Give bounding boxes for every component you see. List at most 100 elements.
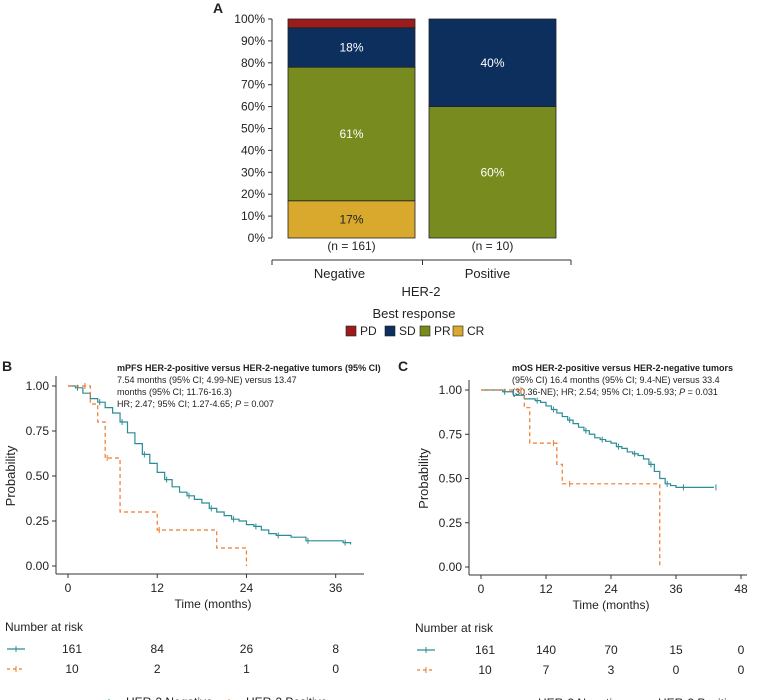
bar-data-label: 60%: [480, 165, 504, 179]
legend-swatch-pd: [345, 325, 357, 337]
km-annotation-line: (30.36-NE); HR; 2.54; 95% CI; 1.09-5.93;…: [512, 387, 718, 397]
risk-count: 10: [478, 663, 492, 677]
bar-data-label: 40%: [480, 56, 504, 70]
risk-count: 84: [151, 642, 165, 656]
panel-a-legend-title: Best response: [372, 306, 455, 321]
y-tick-label: 1.00: [439, 383, 463, 397]
y-tick-label: 100%: [234, 12, 265, 26]
y-tick-label: 0.50: [439, 472, 463, 486]
x-axis-title: Time (months): [175, 597, 252, 611]
panel-c-letter: C: [398, 358, 408, 374]
risk-table-title: Number at risk: [415, 621, 494, 635]
x-axis-title: Time (months): [573, 598, 650, 612]
km-curve-her2-positive: [68, 385, 248, 566]
y-axis-title: Probability: [3, 445, 18, 506]
bar-segment-sd-positive: [428, 18, 557, 107]
risk-count: 7: [543, 663, 550, 677]
panel-c-plot: 0.00 0.25 0.50 0.75 1.00 0 12 24 36 48 Time (month…: [415, 363, 748, 700]
panel-a-bars: 17% 61% 18% (n = 161) 60% 40% (n = 10): [287, 18, 557, 253]
risk-count: 70: [604, 643, 618, 657]
risk-count: 10: [65, 662, 79, 676]
risk-count: 3: [608, 663, 615, 677]
bar-data-label: 17%: [339, 212, 363, 226]
y-tick-label: 0.75: [439, 427, 463, 441]
y-tick-label: 80%: [241, 56, 265, 70]
y-tick-label: 0%: [248, 231, 266, 245]
x-tick-label: 48: [734, 582, 748, 596]
km-curve-her2-negative: [68, 385, 352, 545]
y-tick-label: 0.00: [26, 559, 50, 573]
bar-n-label: (n = 161): [327, 239, 375, 253]
risk-count: 0: [673, 663, 680, 677]
panel-b-letter: B: [2, 358, 12, 374]
x-tick-label: 24: [604, 582, 618, 596]
legend-swatch-pr: [419, 325, 431, 337]
panel-a-y-axis: 0% 10% 20% 30% 40% 50% 60% 70% 80% 90% 100%: [234, 12, 273, 245]
bar-segment-pd-negative: [287, 18, 416, 29]
bar-n-label: (n = 10): [472, 239, 514, 253]
x-tick-label: 12: [539, 582, 553, 596]
legend-label-pd: PD: [360, 324, 377, 338]
bar-segment-cr-negative: [287, 200, 416, 239]
y-tick-label: 60%: [241, 100, 265, 114]
bar-segment-pr-negative: [287, 66, 416, 202]
legend-swatch-sd: [384, 325, 396, 337]
x-tick-label: 36: [669, 582, 683, 596]
risk-count: 15: [669, 643, 683, 657]
y-tick-label: 0.50: [26, 469, 50, 483]
panel-a-x-axis: Negative Positive: [271, 259, 572, 281]
y-tick-label: 0.25: [26, 514, 50, 528]
legend-label: HER-2 Positive: [246, 695, 328, 700]
legend-label: HER-2 Positive: [658, 696, 740, 700]
km-annotation-line: 7.54 months (95% CI; 4.99-NE) versus 13.…: [117, 375, 297, 385]
legend-label-cr: CR: [467, 324, 485, 338]
km-title: mPFS HER-2-positive versus HER-2-negativ…: [117, 363, 381, 373]
x-tick-label: 24: [240, 581, 254, 595]
panel-a-stacked-bar-chart: A 0% 10% 20% 30% 40% 50% 60% 70% 80% 90% 100% 17% 6…: [213, 0, 572, 338]
y-tick-label: 0.00: [439, 560, 463, 574]
x-tick-label: 0: [65, 581, 72, 595]
km-annotation-line: months (95% CI; 11.76-16.3): [117, 387, 232, 397]
x-tick-label: 12: [151, 581, 165, 595]
risk-count: 161: [475, 643, 495, 657]
km-title: mOS HER-2-positive versus HER-2-negative…: [512, 363, 733, 373]
panel-a-x-axis-title: HER-2: [401, 284, 440, 299]
km-annotation-line: (95% CI) 16.4 months (95% CI; 9.4-NE) ve…: [512, 375, 720, 385]
x-category-label: Positive: [465, 266, 511, 281]
risk-count: 8: [332, 642, 339, 656]
x-tick-label: 36: [329, 581, 343, 595]
panel-c-kaplan-meier-os: C 0.00 0.25 0.50 0.75 1.00 0 12 24 36 48 Time (mon…: [398, 358, 748, 700]
y-tick-label: 0.25: [439, 516, 463, 530]
y-tick-label: 70%: [241, 78, 265, 92]
risk-count: 1: [243, 662, 250, 676]
legend-label: HER-2 Negative: [538, 696, 625, 700]
y-tick-label: 90%: [241, 34, 265, 48]
y-axis-title: Probability: [416, 448, 431, 509]
km-curve-her2-negative: [481, 389, 714, 488]
risk-count: 0: [738, 663, 745, 677]
panel-a-legend: PD SD PR CR: [345, 324, 485, 338]
y-tick-label: 10%: [241, 209, 265, 223]
x-tick-label: 0: [478, 582, 485, 596]
y-tick-label: 50%: [241, 122, 265, 136]
risk-count: 161: [62, 642, 82, 656]
legend-swatch-cr: [452, 325, 464, 337]
risk-count: 2: [154, 662, 161, 676]
y-tick-label: 20%: [241, 187, 265, 201]
y-tick-label: 0.75: [26, 424, 50, 438]
risk-count: 26: [240, 642, 254, 656]
legend-label: HER-2 Negative: [126, 695, 213, 700]
panel-a-letter: A: [213, 0, 223, 16]
y-tick-label: 1.00: [26, 379, 50, 393]
legend-label-pr: PR: [434, 324, 451, 338]
x-category-label: Negative: [314, 266, 365, 281]
risk-count: 0: [738, 643, 745, 657]
risk-count: 140: [536, 643, 556, 657]
km-curve-her2-positive: [481, 389, 661, 567]
y-tick-label: 40%: [241, 143, 265, 157]
km-annotation-line: HR; 2.47; 95% CI; 1.27-4.65; P = 0.007: [117, 399, 274, 409]
risk-count: 0: [332, 662, 339, 676]
